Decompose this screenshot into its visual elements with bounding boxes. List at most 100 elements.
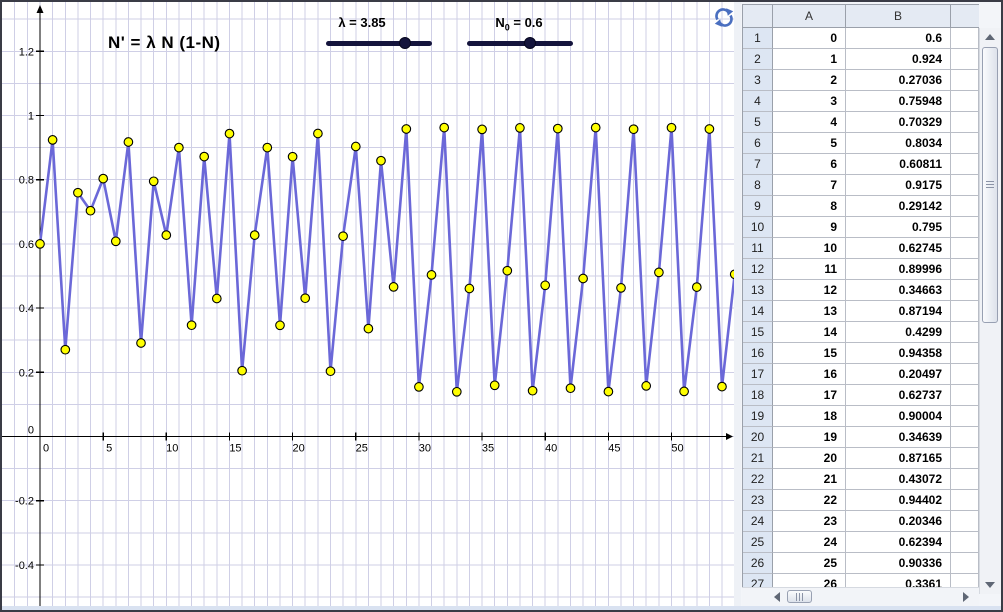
cell-a[interactable]: 23 xyxy=(773,511,846,532)
cell-b[interactable]: 0.94402 xyxy=(846,490,951,511)
cell-b[interactable]: 0.8034 xyxy=(846,133,951,154)
cell-a[interactable]: 0 xyxy=(773,28,846,49)
cell-a[interactable]: 18 xyxy=(773,406,846,427)
cell-b[interactable]: 0.4299 xyxy=(846,322,951,343)
column-header-a[interactable]: A xyxy=(773,4,846,28)
cell-c[interactable] xyxy=(951,28,979,49)
cell-b[interactable]: 0.87165 xyxy=(846,448,951,469)
cell-a[interactable]: 17 xyxy=(773,385,846,406)
cell-c[interactable] xyxy=(951,196,979,217)
cell-a[interactable]: 6 xyxy=(773,154,846,175)
cell-b[interactable]: 0.27036 xyxy=(846,70,951,91)
cell-a[interactable]: 1 xyxy=(773,49,846,70)
vertical-scrollbar[interactable] xyxy=(979,28,1001,594)
n0-slider-track[interactable] xyxy=(467,41,573,46)
cell-a[interactable]: 16 xyxy=(773,364,846,385)
row-header[interactable]: 15 xyxy=(743,322,773,343)
row-header[interactable]: 21 xyxy=(743,448,773,469)
cell-b[interactable]: 0.34663 xyxy=(846,280,951,301)
cell-c[interactable] xyxy=(951,238,979,259)
cell-a[interactable]: 8 xyxy=(773,196,846,217)
column-header-c[interactable] xyxy=(951,4,979,28)
row-header[interactable]: 18 xyxy=(743,385,773,406)
cell-c[interactable] xyxy=(951,469,979,490)
scroll-right-arrow-icon[interactable] xyxy=(963,592,969,602)
scroll-left-arrow-icon[interactable] xyxy=(774,592,780,602)
row-header[interactable]: 27 xyxy=(743,574,773,587)
cell-b[interactable]: 0.87194 xyxy=(846,301,951,322)
cell-b[interactable]: 0.924 xyxy=(846,49,951,70)
cell-c[interactable] xyxy=(951,259,979,280)
row-header[interactable]: 12 xyxy=(743,259,773,280)
cell-a[interactable]: 24 xyxy=(773,532,846,553)
cell-a[interactable]: 14 xyxy=(773,322,846,343)
row-header[interactable]: 24 xyxy=(743,511,773,532)
cell-b[interactable]: 0.75948 xyxy=(846,91,951,112)
cell-b[interactable]: 0.34639 xyxy=(846,427,951,448)
row-header[interactable]: 26 xyxy=(743,553,773,574)
row-header[interactable]: 25 xyxy=(743,532,773,553)
row-header[interactable]: 14 xyxy=(743,301,773,322)
cell-c[interactable] xyxy=(951,406,979,427)
cell-b[interactable]: 0.43072 xyxy=(846,469,951,490)
n0-slider-handle[interactable] xyxy=(524,37,536,49)
cell-b[interactable]: 0.62745 xyxy=(846,238,951,259)
cell-c[interactable] xyxy=(951,280,979,301)
row-header[interactable]: 10 xyxy=(743,217,773,238)
row-header[interactable]: 20 xyxy=(743,427,773,448)
cell-b[interactable]: 0.20346 xyxy=(846,511,951,532)
cell-a[interactable]: 11 xyxy=(773,259,846,280)
cell-c[interactable] xyxy=(951,112,979,133)
cell-a[interactable]: 15 xyxy=(773,343,846,364)
cell-a[interactable]: 5 xyxy=(773,133,846,154)
lambda-slider-track[interactable] xyxy=(326,41,432,46)
lambda-slider-handle[interactable] xyxy=(399,37,411,49)
cell-b[interactable]: 0.90004 xyxy=(846,406,951,427)
cell-a[interactable]: 21 xyxy=(773,469,846,490)
cell-a[interactable]: 20 xyxy=(773,448,846,469)
cell-b[interactable]: 0.3361 xyxy=(846,574,951,587)
row-header[interactable]: 7 xyxy=(743,154,773,175)
cell-a[interactable]: 19 xyxy=(773,427,846,448)
cell-a[interactable]: 9 xyxy=(773,217,846,238)
cell-a[interactable]: 25 xyxy=(773,553,846,574)
cell-b[interactable]: 0.20497 xyxy=(846,364,951,385)
cell-a[interactable]: 7 xyxy=(773,175,846,196)
row-header[interactable]: 16 xyxy=(743,343,773,364)
corner-header-cell[interactable] xyxy=(742,4,773,28)
cell-b[interactable]: 0.94358 xyxy=(846,343,951,364)
cell-c[interactable] xyxy=(951,70,979,91)
cell-c[interactable] xyxy=(951,553,979,574)
cell-b[interactable]: 0.89996 xyxy=(846,259,951,280)
cell-c[interactable] xyxy=(951,133,979,154)
graphics-view[interactable]: 0 5 10 15 20 25 30 35 40 45 50 -0.4 -0.2 0 0.2 0.4 0.6 0.… xyxy=(2,2,734,606)
cell-c[interactable] xyxy=(951,385,979,406)
cell-c[interactable] xyxy=(951,175,979,196)
row-header[interactable]: 22 xyxy=(743,469,773,490)
row-header[interactable]: 13 xyxy=(743,280,773,301)
cell-c[interactable] xyxy=(951,322,979,343)
vertical-scrollbar-thumb[interactable] xyxy=(982,47,998,323)
row-header[interactable]: 6 xyxy=(743,133,773,154)
row-header[interactable]: 8 xyxy=(743,175,773,196)
cell-c[interactable] xyxy=(951,574,979,587)
cell-c[interactable] xyxy=(951,427,979,448)
cell-c[interactable] xyxy=(951,490,979,511)
cell-b[interactable]: 0.70329 xyxy=(846,112,951,133)
cell-c[interactable] xyxy=(951,49,979,70)
cell-a[interactable]: 22 xyxy=(773,490,846,511)
cell-c[interactable] xyxy=(951,343,979,364)
cell-b[interactable]: 0.795 xyxy=(846,217,951,238)
cell-c[interactable] xyxy=(951,532,979,553)
cell-c[interactable] xyxy=(951,154,979,175)
row-header[interactable]: 9 xyxy=(743,196,773,217)
row-header[interactable]: 1 xyxy=(743,28,773,49)
cell-b[interactable]: 0.60811 xyxy=(846,154,951,175)
cell-c[interactable] xyxy=(951,511,979,532)
cell-c[interactable] xyxy=(951,91,979,112)
cell-c[interactable] xyxy=(951,301,979,322)
cell-b[interactable]: 0.90336 xyxy=(846,553,951,574)
cell-a[interactable]: 3 xyxy=(773,91,846,112)
scroll-down-arrow-icon[interactable] xyxy=(985,582,995,588)
row-header[interactable]: 2 xyxy=(743,49,773,70)
